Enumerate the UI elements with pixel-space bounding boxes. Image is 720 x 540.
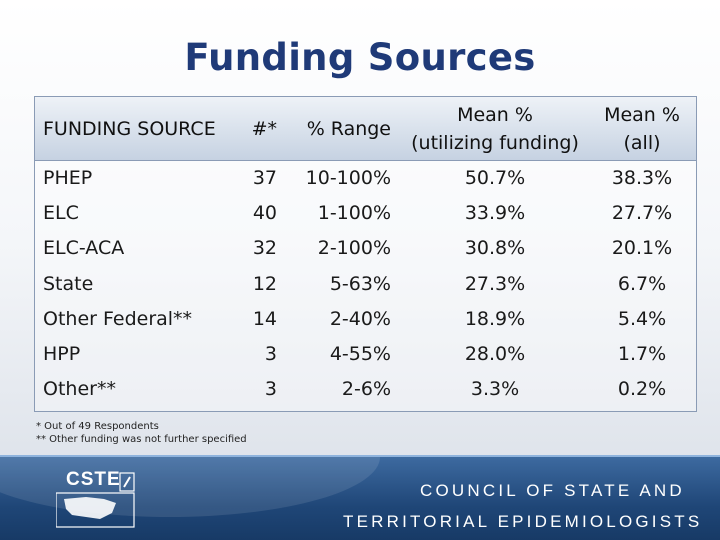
cell-count: 37 <box>252 167 277 189</box>
header-count: #* <box>251 118 277 140</box>
cell-mean-all: 27.7% <box>611 202 673 225</box>
cell-mean-all: 20.1% <box>611 237 673 260</box>
header-range: % Range <box>306 118 391 140</box>
footer-band: CSTE COUNCIL OF STATE AND TERRITORIAL EP… <box>0 455 720 540</box>
cell-range: 2-6% <box>341 378 391 401</box>
footnote-other-funding: ** Other funding was not further specifi… <box>36 434 247 445</box>
cell-source: State <box>43 272 94 295</box>
cell-range: 5-63% <box>329 272 391 295</box>
logo-text: CSTE <box>66 469 121 490</box>
cell-count: 3 <box>264 378 277 401</box>
cell-range: 10-100% <box>305 167 391 189</box>
cste-logo: CSTE <box>56 469 148 533</box>
header-mean-all-line2: (all) <box>623 132 661 154</box>
cell-source: ELC-ACA <box>43 237 125 260</box>
cell-mean-utilizing: 27.3% <box>464 272 526 295</box>
cell-mean-all: 5.4% <box>617 307 667 330</box>
org-name-line1: COUNCIL OF STATE AND <box>420 481 685 500</box>
cell-count: 12 <box>252 272 277 295</box>
cell-mean-all: 38.3% <box>611 167 673 189</box>
cell-mean-all: 0.2% <box>617 378 667 401</box>
cell-mean-utilizing: 33.9% <box>464 202 526 225</box>
cell-count: 3 <box>264 343 277 365</box>
cell-count: 40 <box>252 202 277 225</box>
header-mean-utilizing-line2: (utilizing funding) <box>411 132 579 154</box>
cell-range: 2-100% <box>317 237 391 260</box>
cell-mean-all: 1.7% <box>617 343 667 365</box>
cell-mean-utilizing: 30.8% <box>464 237 526 260</box>
org-name-line2: TERRITORIAL EPIDEMIOLOGISTS <box>343 512 703 531</box>
header-mean-utilizing-line1: Mean % <box>457 104 533 126</box>
cell-range: 1-100% <box>317 202 391 225</box>
cell-mean-all: 6.7% <box>617 272 667 295</box>
header-mean-all-line1: Mean % <box>604 104 680 126</box>
funding-table: FUNDING SOURCE #* % Range Mean % (utiliz… <box>34 96 697 412</box>
cell-mean-utilizing: 50.7% <box>464 167 526 189</box>
cell-range: 4-55% <box>329 343 391 365</box>
cell-range: 2-40% <box>329 307 391 330</box>
cell-source: Other** <box>43 378 116 401</box>
cell-source: ELC <box>43 202 79 225</box>
cell-source: PHEP <box>43 167 93 189</box>
cell-count: 32 <box>252 237 277 260</box>
table-header: FUNDING SOURCE #* % Range Mean % (utiliz… <box>35 97 696 161</box>
us-map-icon <box>56 472 135 528</box>
footnotes: * Out of 49 Respondents ** Other funding… <box>36 420 247 446</box>
header-funding-source: FUNDING SOURCE <box>43 118 216 140</box>
cell-source: HPP <box>43 343 81 365</box>
cell-count: 14 <box>252 307 277 330</box>
footnote-respondents: * Out of 49 Respondents <box>36 421 159 432</box>
cell-source: Other Federal** <box>43 307 193 330</box>
cell-mean-utilizing: 18.9% <box>464 307 526 330</box>
slide-title: Funding Sources <box>184 36 536 79</box>
cell-mean-utilizing: 3.3% <box>470 378 520 401</box>
cell-mean-utilizing: 28.0% <box>464 343 526 365</box>
